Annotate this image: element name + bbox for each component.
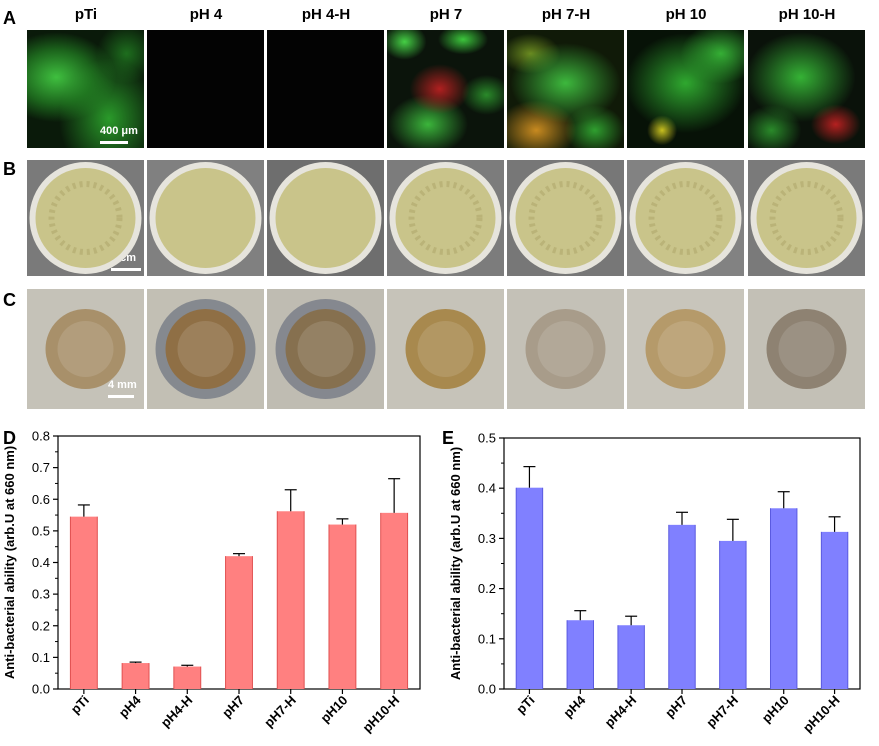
y-tick-label: 0.0 (478, 682, 496, 697)
y-tick-label: 0.3 (32, 587, 50, 602)
y-tick-label: 0.2 (478, 581, 496, 596)
fluorescence-image-ph4 (147, 30, 264, 148)
panel-letter-e: E (442, 428, 455, 448)
agar-plate-ph10-h (748, 160, 865, 276)
disc-ph10 (627, 289, 744, 409)
fluorescence-image-ph7 (387, 30, 504, 148)
x-tick-label-ph10-h: pH10-H (359, 693, 402, 736)
bar-ph10 (770, 508, 797, 689)
chart-d: 0.0 0.1 0.2 0.3 0.4 0.5 0.6 0.7 0.8 Anti-bacteria… (2, 429, 421, 736)
chart-e: 0.0 0.1 0.2 0.3 0.4 0.5 Anti-bacterial ability… (448, 431, 861, 736)
y-tick-label: 0.1 (32, 650, 50, 665)
scale-bar-a-label: 400 μm (100, 125, 138, 137)
column-label-ph7-h: pH 7-H (541, 6, 591, 23)
column-label-ph10-h: pH 10-H (778, 6, 836, 23)
scale-bar-b-label: 3 cm (111, 252, 137, 264)
column-label-ph7: pH 7 (429, 6, 463, 23)
y-axis-label: Anti-bacterial ability (arb.U at 660 nm) (2, 446, 17, 679)
y-tick-label: 0.6 (32, 492, 50, 507)
x-tick-label-ph4-h: pH4-H (158, 693, 196, 731)
fluorescence-image-ph10-h (748, 30, 865, 148)
column-label-ph10: pH 10 (665, 6, 707, 23)
bar-ph10-h (380, 512, 408, 689)
panel-letter-a: A (3, 8, 16, 28)
panel-letter-c: C (3, 290, 16, 310)
agar-plate-ph4 (147, 160, 264, 276)
scale-bar-a: 400 μm (100, 125, 150, 145)
x-tick-label-pti: pTi (68, 693, 92, 717)
fluorescence-image-ph7-h (507, 30, 624, 148)
y-tick-label: 0.0 (32, 682, 50, 697)
bar-ph7 (668, 524, 696, 689)
column-label-pti: pTi (74, 6, 98, 23)
panel-letter-b: B (3, 159, 16, 179)
fluorescence-image-ph10 (627, 30, 744, 148)
bar-ph7 (225, 556, 253, 689)
bar-ph4 (122, 663, 150, 689)
scale-bar-b: 3 cm (111, 252, 151, 274)
fluorescence-image-pti (27, 30, 144, 148)
bar-pti (516, 487, 543, 689)
bar-ph10-h (821, 531, 848, 689)
agar-plate-ph7-h (507, 160, 624, 276)
x-tick-label-ph7-h: pH7-H (703, 693, 741, 731)
x-tick-label-ph7-h: pH7-H (261, 693, 299, 731)
bar-ph4-h (617, 625, 645, 689)
scale-bar-c: 4 mm (108, 379, 148, 401)
y-tick-label: 0.2 (32, 618, 50, 633)
bar-pti (70, 516, 98, 689)
agar-plate-ph7 (387, 160, 504, 276)
bar-ph7-h (719, 540, 747, 689)
x-tick-label-ph4: pH4 (560, 692, 589, 721)
agar-plate-ph10 (627, 160, 744, 276)
scale-bar-c-label: 4 mm (108, 379, 137, 391)
column-label-ph4-h: pH 4-H (301, 6, 351, 23)
x-tick-label-ph4-h: pH4-H (602, 693, 640, 731)
y-tick-label: 0.5 (478, 431, 496, 446)
y-axis-label: Anti-bacterial ability (arb.U at 660 nm) (448, 447, 463, 680)
y-tick-label: 0.4 (32, 555, 50, 570)
y-tick-label: 0.3 (478, 531, 496, 546)
y-tick-label: 0.7 (32, 460, 50, 475)
x-tick-label-pti: pTi (513, 693, 537, 717)
x-tick-label-ph10-h: pH10-H (800, 693, 843, 736)
x-tick-label-ph10: pH10 (317, 693, 350, 726)
x-tick-label-ph10: pH10 (759, 693, 792, 726)
x-tick-label-ph7: pH7 (662, 693, 690, 721)
bar-ph7-h (277, 511, 305, 689)
agar-plate-ph4-h (267, 160, 384, 276)
y-tick-label: 0.5 (32, 523, 50, 538)
fluorescence-image-ph4-h (267, 30, 384, 148)
panel-letter-d: D (3, 428, 16, 448)
y-tick-label: 0.8 (32, 429, 50, 444)
disc-ph4-h (267, 289, 384, 409)
bar-ph10 (328, 524, 356, 689)
disc-ph4 (147, 289, 264, 409)
bar-ph4-h (173, 666, 201, 689)
x-tick-label-ph4: pH4 (116, 692, 145, 721)
column-label-ph4: pH 4 (189, 6, 223, 23)
disc-ph7 (387, 289, 504, 409)
disc-ph7-h (507, 289, 624, 409)
disc-ph10-h (748, 289, 865, 409)
bar-ph4 (567, 620, 594, 689)
y-tick-label: 0.1 (478, 631, 496, 646)
y-tick-label: 0.4 (478, 481, 496, 496)
x-tick-label-ph7: pH7 (219, 693, 247, 721)
